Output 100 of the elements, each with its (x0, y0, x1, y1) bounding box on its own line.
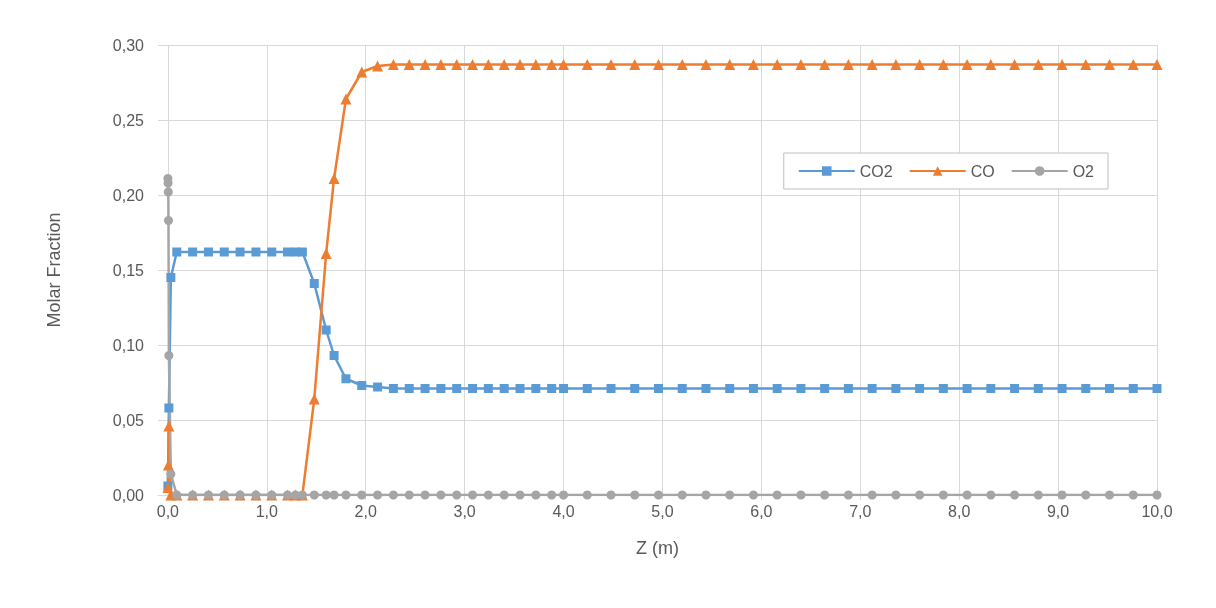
x-tick-label: 10,0 (1141, 502, 1173, 520)
point (938, 490, 948, 500)
point (1127, 59, 1139, 70)
point (1081, 490, 1091, 500)
point (819, 59, 831, 70)
x-tick-label: 7,0 (849, 502, 872, 520)
point (748, 384, 758, 393)
point (605, 59, 617, 70)
point (547, 490, 557, 500)
point (1081, 384, 1091, 393)
point (915, 384, 925, 393)
x-tick-label: 2,0 (354, 502, 377, 520)
point (404, 490, 414, 500)
point (842, 59, 854, 70)
point (309, 279, 319, 288)
point (329, 351, 339, 360)
point (866, 59, 878, 70)
point (341, 490, 351, 500)
point (482, 59, 494, 70)
point (435, 59, 447, 70)
point (796, 384, 806, 393)
point (166, 273, 176, 282)
point (499, 384, 509, 393)
point (388, 490, 398, 500)
point (372, 60, 384, 72)
point (961, 59, 973, 70)
point (499, 490, 509, 500)
point (341, 374, 351, 384)
y-tick-label: 0,10 (112, 336, 145, 354)
point (340, 93, 352, 105)
point (938, 384, 948, 393)
point (546, 59, 558, 70)
x-tick-label: 6,0 (750, 502, 773, 520)
point (357, 381, 367, 390)
point (235, 247, 245, 257)
point (701, 384, 711, 393)
point (653, 384, 663, 393)
point (891, 384, 901, 393)
x-tick-label: 9,0 (1046, 502, 1070, 520)
point (1010, 384, 1020, 393)
point (251, 247, 261, 257)
x-tick-label: 1,0 (255, 502, 279, 520)
y-tick-label: 0,20 (112, 186, 145, 204)
point (1105, 384, 1115, 393)
point (820, 490, 830, 500)
point (606, 384, 616, 393)
point (547, 384, 557, 393)
point (986, 490, 996, 500)
point (915, 490, 925, 500)
point (843, 490, 853, 500)
point (1080, 59, 1092, 70)
point (388, 384, 398, 393)
point (796, 490, 806, 500)
point (1151, 59, 1163, 70)
point (1056, 59, 1068, 70)
point (467, 59, 479, 70)
x-tick-label: 3,0 (453, 502, 476, 520)
point (701, 490, 711, 500)
point (1128, 490, 1138, 500)
point (890, 59, 902, 70)
point (1033, 490, 1043, 500)
point (676, 59, 688, 70)
point (1152, 490, 1162, 500)
point (772, 490, 782, 500)
point (403, 59, 415, 70)
point (748, 490, 758, 500)
point (1128, 384, 1138, 393)
point (843, 384, 853, 393)
point (1104, 59, 1116, 70)
legend-label: CO (970, 162, 995, 180)
point (582, 384, 592, 393)
point (172, 247, 182, 257)
point (436, 384, 446, 393)
point (985, 59, 997, 70)
point (629, 59, 641, 70)
point (163, 216, 173, 225)
legend-label: CO2 (859, 162, 893, 180)
point (700, 59, 712, 70)
point (820, 384, 830, 393)
point (329, 490, 339, 500)
point (1009, 59, 1021, 70)
point (483, 490, 493, 500)
point (725, 384, 735, 393)
point (203, 247, 213, 257)
point (515, 384, 525, 393)
x-tick-label: 8,0 (948, 502, 971, 520)
point (747, 59, 759, 70)
point (986, 384, 996, 393)
point (514, 59, 526, 70)
point (321, 325, 331, 335)
point (914, 59, 926, 70)
point (404, 384, 414, 393)
y-tick-label: 0,25 (112, 111, 145, 129)
point (320, 248, 332, 259)
point (581, 59, 593, 70)
point (558, 59, 570, 70)
point (606, 490, 616, 500)
point (771, 59, 783, 70)
point (559, 490, 569, 500)
point (652, 59, 664, 70)
